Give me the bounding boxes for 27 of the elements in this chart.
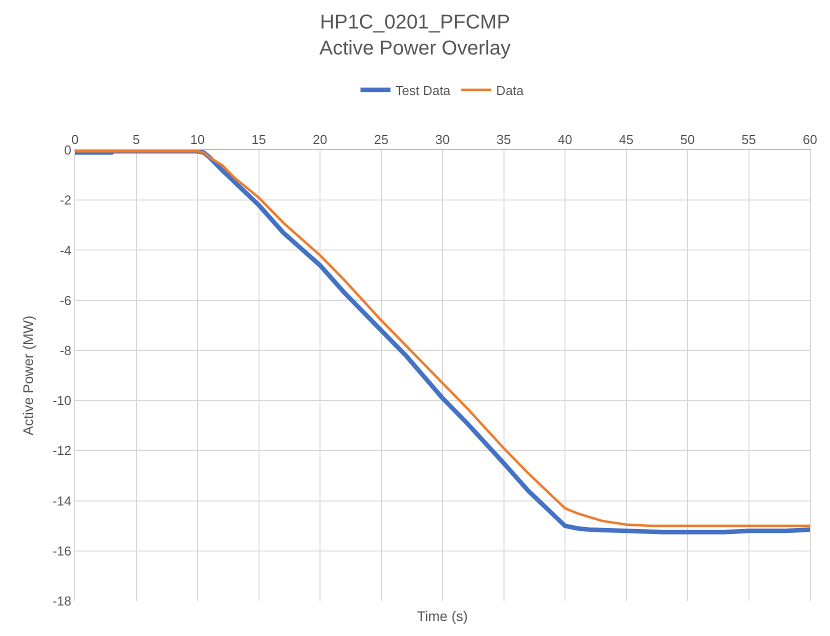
y-tick-label: -2 [60, 192, 72, 208]
x-axis-title: Time (s) [417, 608, 468, 624]
y-axis-title: Active Power (MW) [20, 316, 36, 436]
x-tick-label: 10 [190, 132, 205, 147]
legend-label: Test Data [396, 82, 452, 98]
y-tick-label: -18 [52, 594, 72, 609]
y-tick-label: -12 [52, 443, 72, 458]
x-tick-label: 40 [558, 132, 572, 147]
y-tick-label: -10 [52, 393, 72, 408]
x-tick-label: 30 [435, 132, 450, 147]
x-tick-label: 35 [496, 132, 511, 147]
x-tick-label: 50 [680, 132, 695, 147]
x-tick-label: 25 [374, 132, 388, 147]
y-tick-label: -14 [52, 493, 72, 508]
y-tick-label: -8 [60, 342, 72, 358]
chart-title: HP1C_0201_PFCMP Active Power Overlay [319, 12, 511, 60]
x-tick-label: 15 [252, 132, 266, 147]
x-tick-label: 45 [619, 132, 634, 147]
x-tick-label: 60 [802, 132, 818, 147]
y-tick-label: -4 [60, 242, 72, 258]
x-tick-label: 55 [742, 132, 756, 147]
x-tick-label: 5 [132, 132, 140, 147]
y-tick-label: -16 [52, 543, 72, 558]
y-tick-label: 0 [64, 142, 72, 158]
x-tick-label: 20 [312, 132, 328, 147]
y-tick-label: -6 [60, 292, 72, 308]
legend-label: Data [496, 82, 524, 98]
